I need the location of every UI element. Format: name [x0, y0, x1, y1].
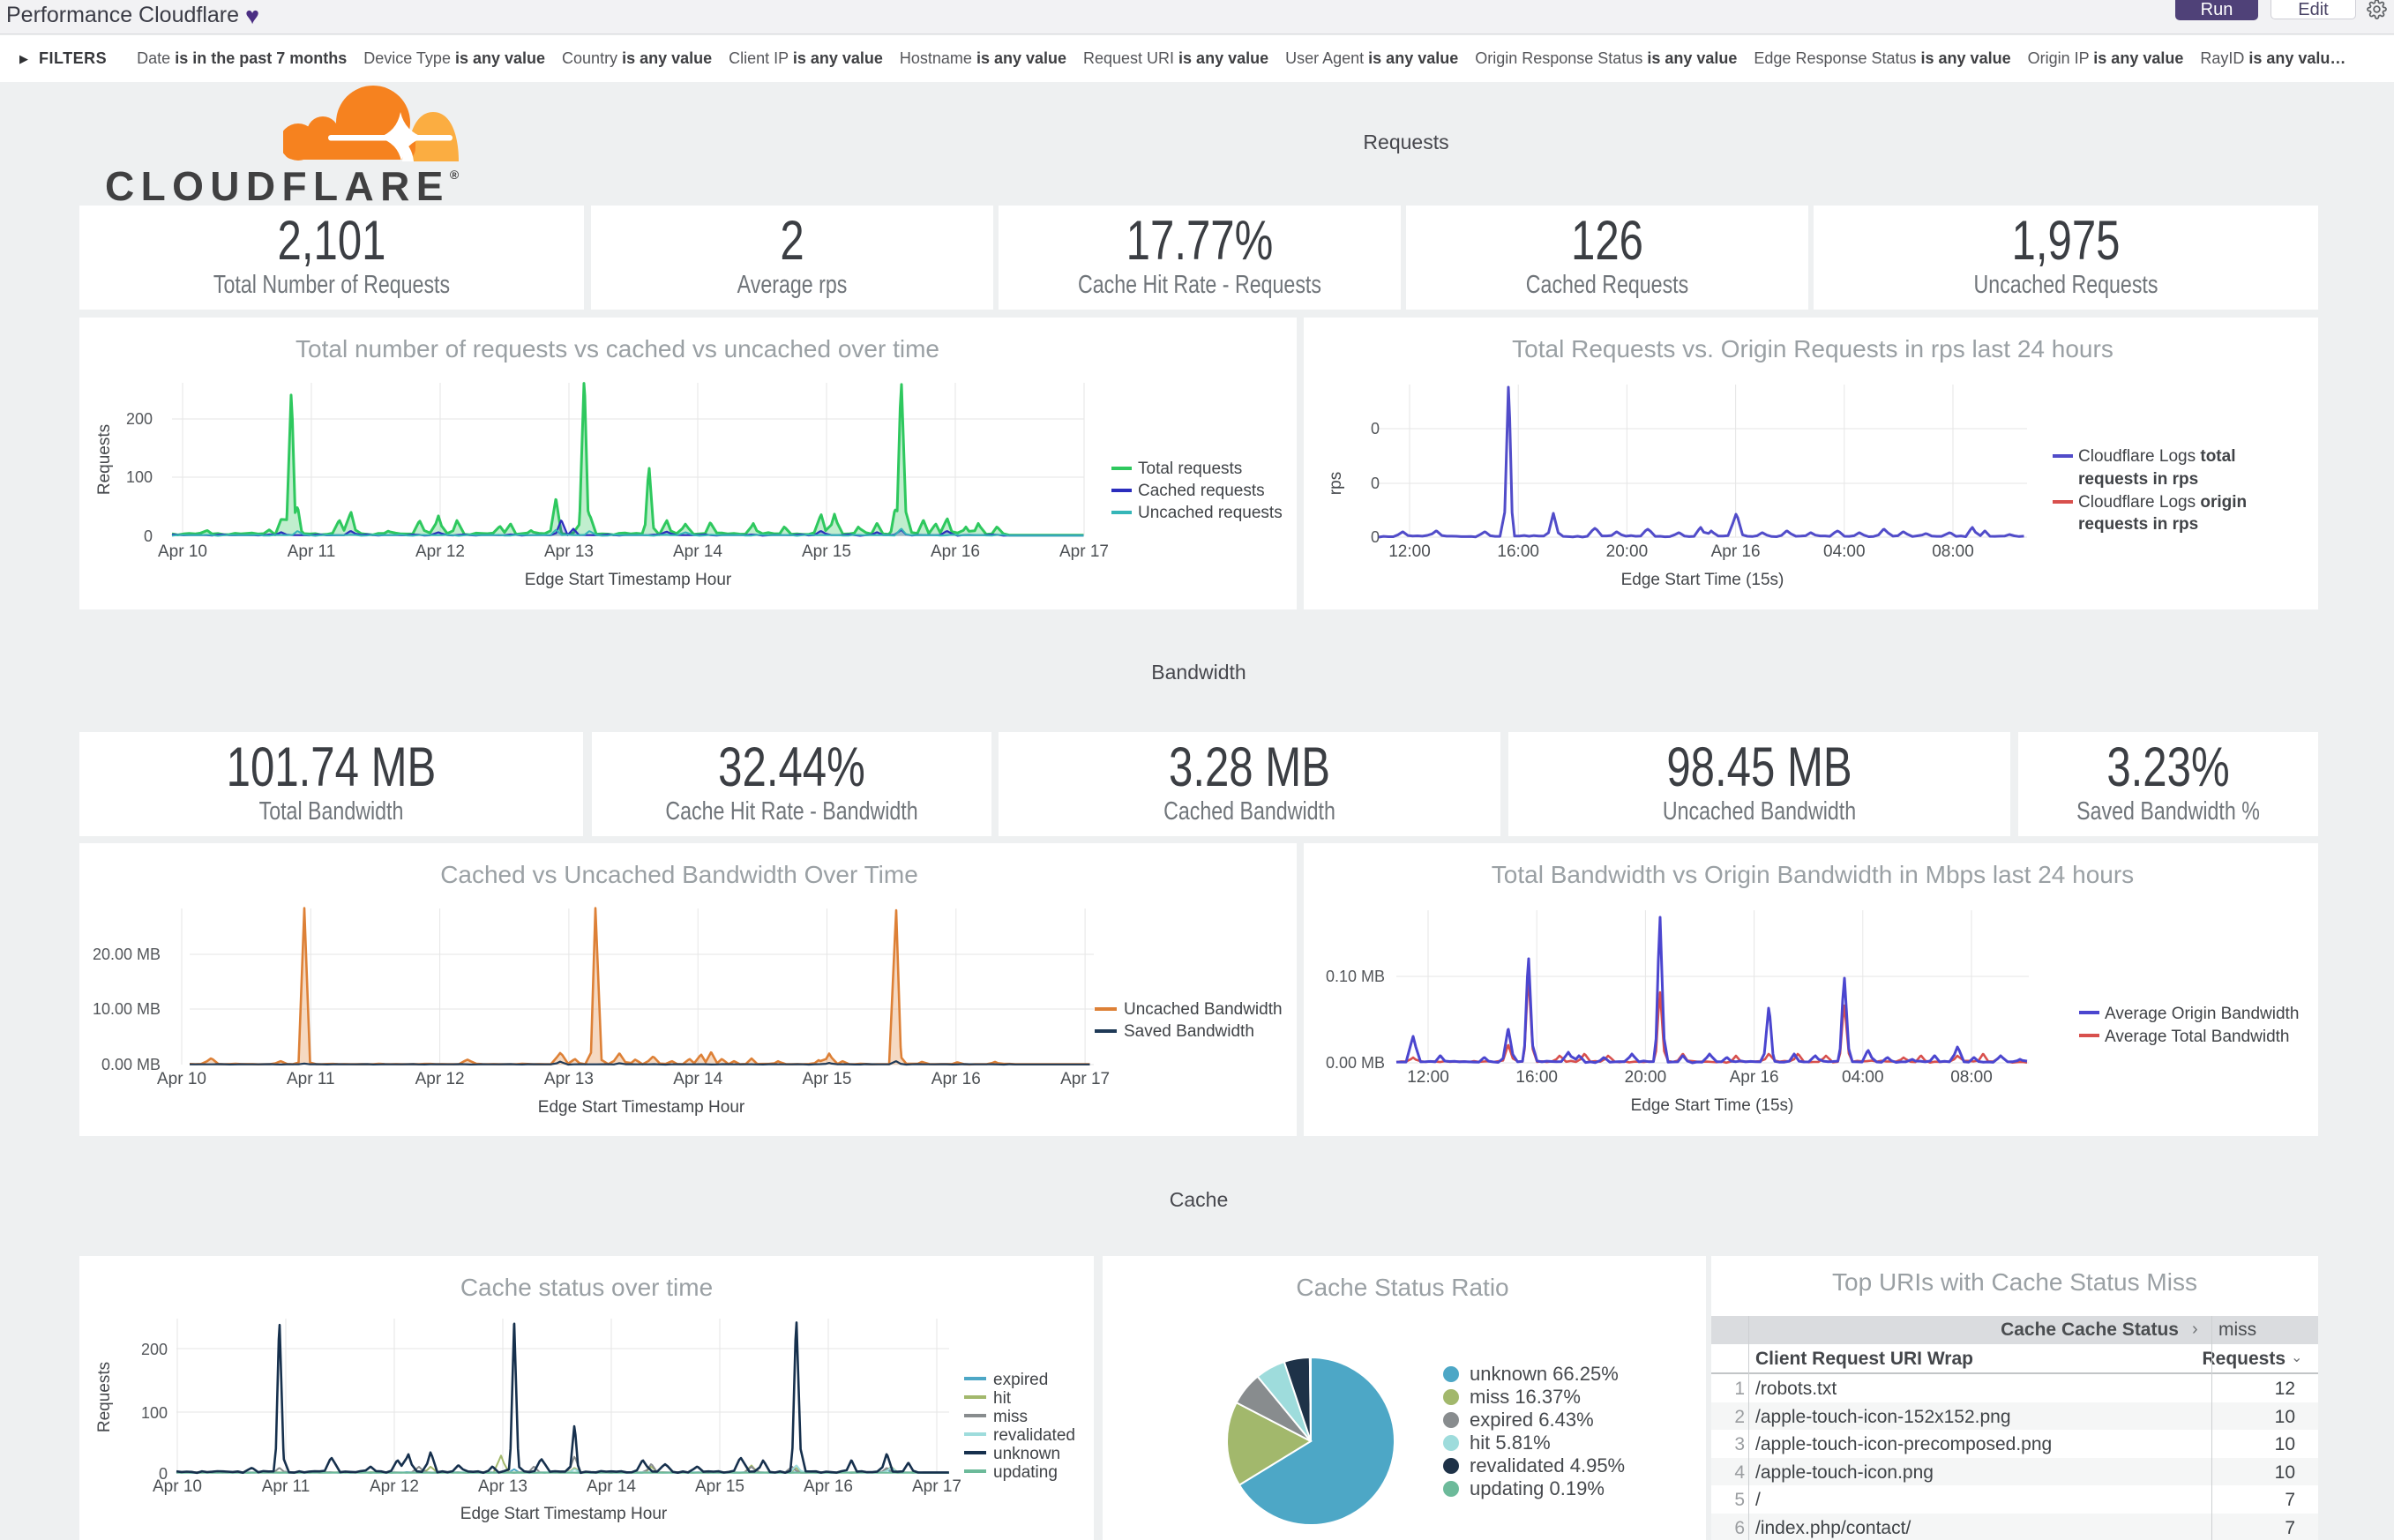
svg-text:requests in rps: requests in rps [2078, 515, 2198, 534]
svg-text:Total Requests vs. Origin Requ: Total Requests vs. Origin Requests in rp… [1512, 335, 2113, 363]
svg-text:10.00 MB: 10.00 MB [93, 1000, 161, 1018]
svg-text:Apr 15: Apr 15 [802, 542, 851, 561]
svg-text:Apr 15: Apr 15 [803, 1070, 852, 1088]
svg-text:Requests: Requests [95, 424, 114, 495]
svg-text:requests in rps: requests in rps [2078, 470, 2198, 489]
svg-text:Apr 12: Apr 12 [415, 1070, 465, 1088]
svg-text:hit: hit [993, 1389, 1012, 1408]
svg-text:Apr 12: Apr 12 [370, 1477, 419, 1496]
svg-text:100: 100 [126, 468, 153, 486]
svg-text:Uncached requests: Uncached requests [1138, 504, 1283, 522]
svg-text:Cloudflare Logs total: Cloudflare Logs total [2078, 447, 2235, 466]
svg-text:Uncached Bandwidth: Uncached Bandwidth [1124, 1000, 1283, 1019]
svg-text:Apr 16: Apr 16 [1730, 1068, 1779, 1087]
svg-text:Edge Start Time (15s): Edge Start Time (15s) [1621, 571, 1784, 589]
svg-text:Apr 17: Apr 17 [912, 1477, 961, 1496]
svg-text:Apr 11: Apr 11 [287, 1070, 335, 1088]
svg-text:Apr 11: Apr 11 [262, 1477, 310, 1496]
svg-text:Cached vs Uncached Bandwidth O: Cached vs Uncached Bandwidth Over Time [440, 861, 918, 888]
svg-text:Apr 14: Apr 14 [673, 1070, 722, 1088]
svg-text:Average Total Bandwidth: Average Total Bandwidth [2105, 1028, 2290, 1046]
svg-text:Edge Start Timestamp Hour: Edge Start Timestamp Hour [525, 571, 732, 589]
svg-text:expired: expired [993, 1371, 1048, 1389]
svg-text:unknown 66.25%: unknown 66.25% [1470, 1363, 1619, 1385]
svg-text:Apr 14: Apr 14 [673, 542, 722, 561]
svg-text:Apr 16: Apr 16 [804, 1477, 853, 1496]
svg-text:miss 16.37%: miss 16.37% [1470, 1386, 1581, 1408]
svg-text:Average Origin Bandwidth: Average Origin Bandwidth [2105, 1005, 2299, 1023]
svg-text:Apr 10: Apr 10 [157, 1070, 206, 1088]
svg-text:16:00: 16:00 [1515, 1068, 1558, 1087]
svg-text:Apr 13: Apr 13 [544, 542, 594, 561]
svg-text:08:00: 08:00 [1932, 542, 1974, 561]
svg-text:Edge Start Timestamp Hour: Edge Start Timestamp Hour [538, 1098, 745, 1117]
svg-text:updating: updating [993, 1463, 1058, 1482]
svg-text:0: 0 [159, 1465, 168, 1483]
svg-text:Apr 16: Apr 16 [1711, 542, 1761, 561]
svg-text:Apr 13: Apr 13 [544, 1070, 594, 1088]
svg-text:revalidated 4.95%: revalidated 4.95% [1470, 1454, 1625, 1476]
svg-text:20:00: 20:00 [1606, 542, 1649, 561]
svg-text:200: 200 [141, 1341, 168, 1358]
svg-text:Apr 15: Apr 15 [695, 1477, 744, 1496]
svg-text:Apr 11: Apr 11 [288, 542, 336, 561]
svg-text:100: 100 [141, 1404, 168, 1422]
svg-text:Total number of requests vs ca: Total number of requests vs cached vs un… [296, 335, 939, 363]
svg-text:expired 6.43%: expired 6.43% [1470, 1409, 1594, 1431]
svg-text:08:00: 08:00 [1950, 1068, 1993, 1087]
svg-text:0.10 MB: 0.10 MB [1326, 968, 1385, 985]
svg-text:Apr 16: Apr 16 [931, 1070, 981, 1088]
svg-text:Apr 17: Apr 17 [1060, 1070, 1110, 1088]
svg-text:20:00: 20:00 [1625, 1068, 1667, 1087]
svg-text:Saved Bandwidth: Saved Bandwidth [1124, 1022, 1254, 1041]
svg-text:0.00 MB: 0.00 MB [101, 1056, 161, 1073]
svg-text:0: 0 [1371, 528, 1380, 546]
svg-text:Apr 12: Apr 12 [415, 542, 465, 561]
svg-text:Cloudflare Logs origin: Cloudflare Logs origin [2078, 493, 2247, 512]
svg-text:Apr 17: Apr 17 [1059, 542, 1109, 561]
svg-text:12:00: 12:00 [1407, 1068, 1449, 1087]
svg-text:Edge Start Timestamp Hour: Edge Start Timestamp Hour [460, 1505, 668, 1523]
svg-text:0: 0 [1371, 420, 1380, 437]
svg-text:Apr 14: Apr 14 [587, 1477, 636, 1496]
svg-text:16:00: 16:00 [1497, 542, 1539, 561]
svg-text:Requests: Requests [95, 1362, 114, 1432]
svg-text:0: 0 [1371, 475, 1380, 492]
svg-text:hit 5.81%: hit 5.81% [1470, 1432, 1551, 1454]
svg-text:unknown: unknown [993, 1445, 1060, 1463]
svg-text:revalidated: revalidated [993, 1426, 1075, 1445]
svg-text:Cached requests: Cached requests [1138, 482, 1265, 500]
svg-text:Cache status over time: Cache status over time [460, 1274, 713, 1301]
svg-text:updating 0.19%: updating 0.19% [1470, 1477, 1605, 1499]
svg-text:Apr 10: Apr 10 [158, 542, 207, 561]
svg-text:Total Bandwidth vs Origin Band: Total Bandwidth vs Origin Bandwidth in M… [1492, 861, 2134, 888]
svg-text:200: 200 [126, 410, 153, 428]
svg-text:04:00: 04:00 [1842, 1068, 1884, 1087]
svg-text:04:00: 04:00 [1823, 542, 1866, 561]
svg-text:12:00: 12:00 [1388, 542, 1431, 561]
svg-text:0.00 MB: 0.00 MB [1326, 1054, 1385, 1072]
svg-text:0: 0 [144, 527, 153, 545]
svg-text:Total requests: Total requests [1138, 460, 1242, 478]
svg-text:rps: rps [1327, 472, 1345, 495]
svg-text:20.00 MB: 20.00 MB [93, 946, 161, 963]
svg-text:miss: miss [993, 1408, 1028, 1426]
svg-text:Apr 10: Apr 10 [153, 1477, 202, 1496]
svg-text:Apr 16: Apr 16 [931, 542, 980, 561]
svg-text:Apr 13: Apr 13 [478, 1477, 527, 1496]
svg-text:Edge Start Time (15s): Edge Start Time (15s) [1631, 1096, 1794, 1115]
svg-text:Cache Status Ratio: Cache Status Ratio [1296, 1274, 1508, 1301]
